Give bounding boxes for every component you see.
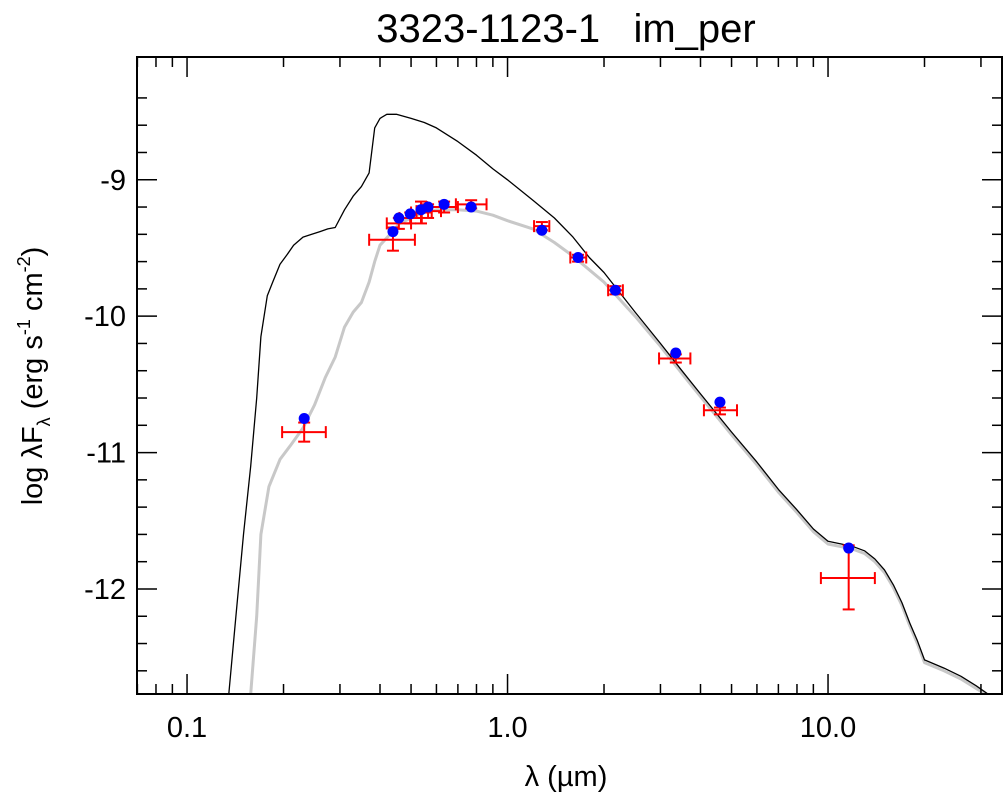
unreddened-spectrum-line bbox=[228, 113, 990, 694]
errorbar-point bbox=[281, 421, 327, 443]
model-point bbox=[404, 208, 416, 220]
axis-ticks bbox=[136, 57, 1002, 694]
y-axis-label-close: ) bbox=[17, 247, 49, 257]
y-tick-label: -12 bbox=[84, 574, 126, 606]
x-tick-label: 0.1 bbox=[167, 712, 207, 744]
errorbar-point bbox=[702, 404, 739, 417]
x-tick-label: 10.0 bbox=[800, 712, 856, 744]
y-tick-label: -9 bbox=[100, 165, 126, 197]
errorbar-point bbox=[368, 226, 416, 252]
model-point bbox=[572, 252, 584, 264]
model-points-group bbox=[298, 198, 855, 554]
y-axis-label-sup1: -1 bbox=[14, 319, 34, 335]
x-tick-label: 1.0 bbox=[487, 712, 527, 744]
model-point bbox=[609, 284, 621, 296]
y-axis-label-units2: cm bbox=[17, 272, 49, 319]
spectrum-lines bbox=[228, 113, 990, 694]
model-point bbox=[438, 198, 450, 210]
model-point bbox=[393, 212, 405, 224]
model-point bbox=[422, 201, 434, 213]
reddened-spectrum-line bbox=[249, 208, 989, 694]
y-axis-label: log λFλ (erg s-1 cm-2) bbox=[14, 247, 54, 506]
model-point bbox=[536, 224, 548, 236]
model-point bbox=[670, 347, 682, 359]
y-axis-label-units: (erg s bbox=[17, 335, 49, 417]
plot-frame bbox=[136, 56, 1003, 695]
y-axis-label-sub: λ bbox=[34, 417, 54, 426]
y-tick-label: -10 bbox=[84, 301, 126, 333]
chart-title: 3323-1123-1 im_per bbox=[376, 7, 756, 51]
y-tick-labels: -9 -10 -11 -12 bbox=[84, 165, 126, 606]
model-point bbox=[714, 396, 726, 408]
y-axis-label-main: log λF bbox=[17, 426, 49, 505]
y-axis-label-sup2: -2 bbox=[14, 256, 34, 272]
model-point bbox=[843, 542, 855, 554]
x-axis-label: λ (µm) bbox=[525, 761, 608, 793]
model-point bbox=[465, 201, 477, 213]
model-point bbox=[387, 226, 399, 238]
x-tick-labels: 0.1 1.0 10.0 bbox=[167, 712, 856, 744]
model-point bbox=[298, 412, 310, 424]
y-tick-label: -11 bbox=[86, 438, 126, 470]
